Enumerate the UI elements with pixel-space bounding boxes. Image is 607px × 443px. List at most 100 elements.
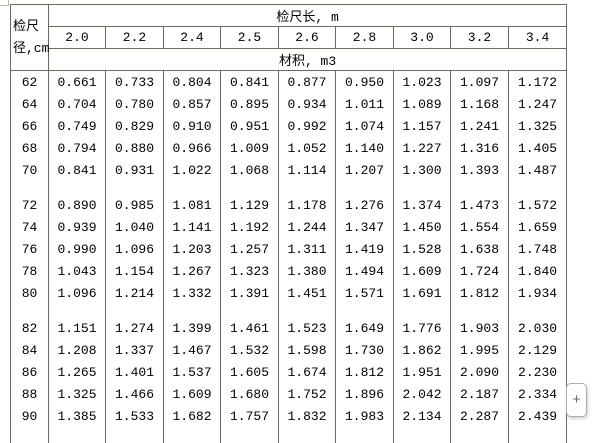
volume-cell: 0.880 [106, 137, 164, 159]
volume-cell: 1.374 [394, 194, 451, 216]
spacer-cell [11, 181, 49, 194]
spacer-cell [164, 181, 221, 194]
volume-cell: 1.347 [336, 216, 394, 238]
volume-cell: 1.247 [509, 93, 567, 115]
spacer-cell [221, 304, 279, 317]
volume-cell: 1.832 [279, 405, 336, 427]
volume-cell: 1.052 [279, 137, 336, 159]
volume-cell: 1.609 [164, 383, 221, 405]
volume-cell: 1.523 [279, 317, 336, 339]
volume-cell: 1.609 [394, 260, 451, 282]
volume-cell: 1.401 [106, 361, 164, 383]
volume-cell: 1.380 [279, 260, 336, 282]
diameter-cell: 76 [11, 238, 49, 260]
volume-cell: 1.172 [509, 71, 567, 94]
volume-cell: 2.090 [451, 361, 509, 383]
volume-cell: 2.334 [509, 383, 567, 405]
volume-cell: 1.311 [279, 238, 336, 260]
diameter-cell: 62 [11, 71, 49, 94]
length-header-row: 检尺径,cm 检尺长, m [11, 5, 567, 27]
volume-cell: 1.140 [336, 137, 394, 159]
volume-cell: 1.068 [221, 159, 279, 181]
volume-cell: 0.931 [106, 159, 164, 181]
volume-cell: 1.192 [221, 216, 279, 238]
volume-cell: 0.804 [164, 71, 221, 94]
volume-cell: 0.890 [49, 194, 106, 216]
volume-cell: 1.934 [509, 282, 567, 304]
spacer-cell [106, 181, 164, 194]
diameter-cell: 74 [11, 216, 49, 238]
volume-cell: 1.274 [106, 317, 164, 339]
volume-cell: 0.966 [164, 137, 221, 159]
volume-cell: 0.934 [279, 93, 336, 115]
volume-cell: 1.323 [221, 260, 279, 282]
volume-cell: 1.840 [509, 260, 567, 282]
diameter-cell: 86 [11, 361, 49, 383]
length-col-header: 2.6 [279, 27, 336, 49]
diameter-header-cell: 检尺径,cm [11, 5, 49, 71]
diameter-header-line1: 检尺 [13, 19, 39, 34]
volume-cell: 0.950 [336, 71, 394, 94]
volume-cell: 1.730 [336, 339, 394, 361]
diameter-cell: 90 [11, 405, 49, 427]
volume-cell: 1.208 [49, 339, 106, 361]
volume-cell: 1.043 [49, 260, 106, 282]
volume-header-cell: 材积, m3 [49, 49, 567, 71]
length-col-header: 3.2 [451, 27, 509, 49]
volume-cell: 1.451 [279, 282, 336, 304]
volume-cell: 1.393 [451, 159, 509, 181]
filler-cell [279, 427, 336, 443]
volume-cell: 2.030 [509, 317, 567, 339]
spacer-cell [279, 181, 336, 194]
add-button[interactable]: + [566, 383, 587, 417]
volume-cell: 0.749 [49, 115, 106, 137]
volume-cell: 1.089 [394, 93, 451, 115]
volume-cell: 1.419 [336, 238, 394, 260]
volume-cell: 1.385 [49, 405, 106, 427]
volume-cell: 1.114 [279, 159, 336, 181]
filler-cell [221, 427, 279, 443]
volume-cell: 1.680 [221, 383, 279, 405]
spacer-cell [221, 181, 279, 194]
filler-cell [394, 427, 451, 443]
volume-cell: 1.572 [509, 194, 567, 216]
diameter-cell: 72 [11, 194, 49, 216]
volume-cell: 0.841 [221, 71, 279, 94]
volume-cell: 1.241 [451, 115, 509, 137]
volume-cell: 1.257 [221, 238, 279, 260]
volume-cell: 1.011 [336, 93, 394, 115]
volume-cell: 1.659 [509, 216, 567, 238]
length-col-header: 2.2 [106, 27, 164, 49]
volume-cell: 0.910 [164, 115, 221, 137]
volume-cell: 1.141 [164, 216, 221, 238]
diameter-cell: 84 [11, 339, 49, 361]
volume-cell: 0.992 [279, 115, 336, 137]
volume-cell: 1.862 [394, 339, 451, 361]
diameter-cell: 80 [11, 282, 49, 304]
volume-cell: 1.466 [106, 383, 164, 405]
volume-cell: 0.794 [49, 137, 106, 159]
filler-cell [509, 427, 567, 443]
volume-cell: 1.467 [164, 339, 221, 361]
volume-cell: 1.040 [106, 216, 164, 238]
volume-cell: 0.985 [106, 194, 164, 216]
volume-cell: 1.812 [451, 282, 509, 304]
volume-cell: 1.022 [164, 159, 221, 181]
spacer-cell [279, 304, 336, 317]
volume-cell: 1.533 [106, 405, 164, 427]
volume-cell: 2.042 [394, 383, 451, 405]
volume-cell: 0.829 [106, 115, 164, 137]
volume-cell: 1.554 [451, 216, 509, 238]
volume-cell: 1.494 [336, 260, 394, 282]
volume-cell: 1.682 [164, 405, 221, 427]
volume-cell: 1.983 [336, 405, 394, 427]
volume-cell: 1.325 [49, 383, 106, 405]
volume-cell: 1.691 [394, 282, 451, 304]
